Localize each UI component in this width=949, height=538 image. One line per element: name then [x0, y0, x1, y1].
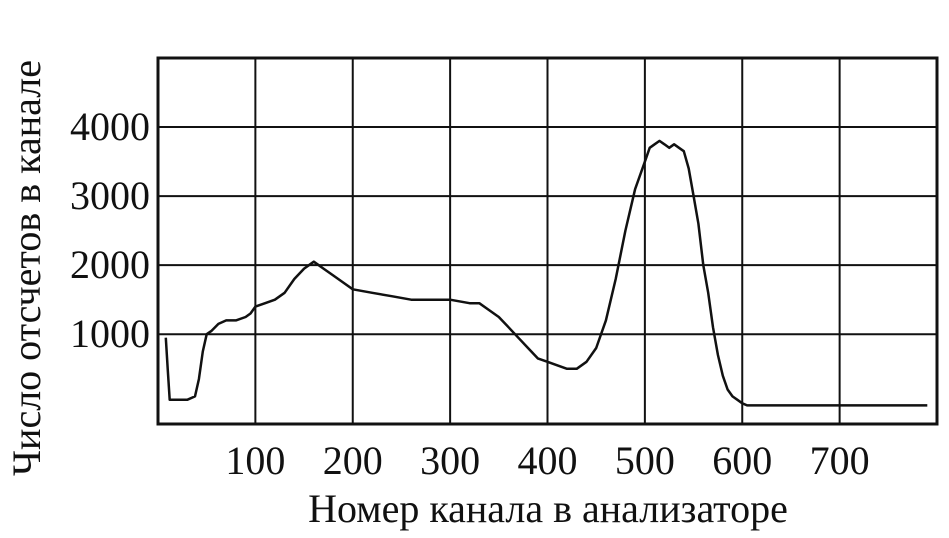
x-tick-label: 100 [225, 438, 285, 483]
y-tick-label: 4000 [70, 104, 150, 149]
x-tick-label: 300 [420, 438, 480, 483]
y-tick-labels: 1000 2000 3000 4000 [70, 104, 150, 356]
plot-frame [156, 56, 939, 426]
x-tick-label: 700 [810, 438, 870, 483]
series-layer [164, 139, 928, 407]
x-tick-labels: 100 200 300 400 500 600 700 [225, 438, 869, 483]
y-axis-title: Число отсчетов в канале [4, 60, 49, 476]
grid [158, 58, 938, 424]
y-tick-label: 3000 [70, 173, 150, 218]
x-axis-title: Номер канала в анализаторе [308, 486, 788, 531]
y-tick-label: 1000 [70, 311, 150, 356]
x-tick-label: 200 [323, 438, 383, 483]
x-tick-label: 400 [518, 438, 578, 483]
x-tick-label: 500 [615, 438, 675, 483]
series-line [164, 139, 928, 407]
y-tick-label: 2000 [70, 242, 150, 287]
x-tick-label: 600 [712, 438, 772, 483]
